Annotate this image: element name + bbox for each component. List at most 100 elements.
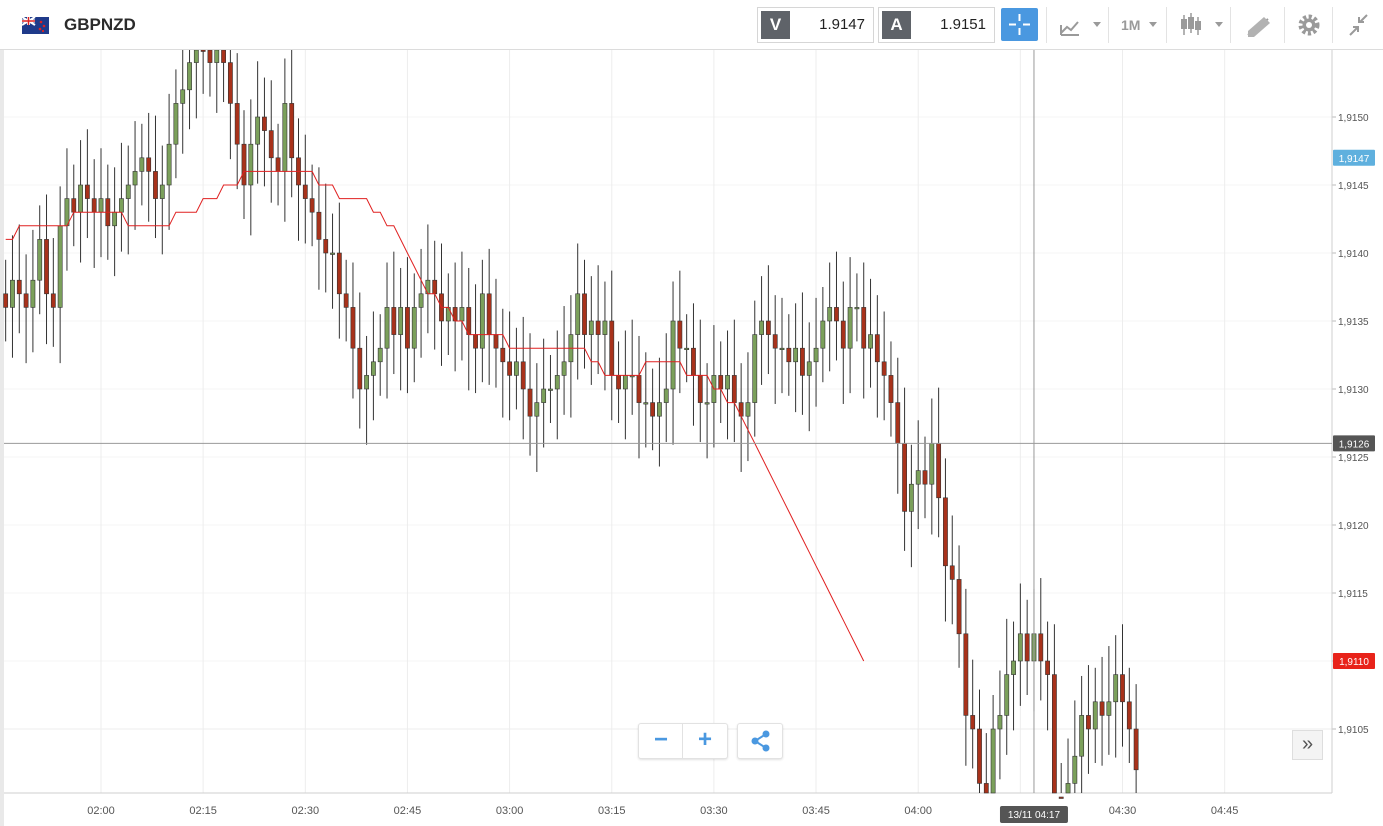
x-tick-label: 04:45	[1211, 805, 1239, 817]
sell-button[interactable]: V 1.9147	[757, 7, 874, 43]
y-tick-label: 1,9115	[1338, 589, 1368, 600]
bear-candle	[881, 361, 887, 376]
y-tick-label: 1,9150	[1338, 113, 1369, 124]
bear-candle	[1058, 796, 1064, 799]
bear-candle	[493, 334, 499, 349]
bear-candle	[323, 239, 329, 254]
bear-candle	[16, 279, 22, 295]
bear-candle	[650, 402, 656, 417]
bear-candle	[234, 103, 240, 145]
bear-candle	[432, 279, 438, 295]
bear-candle	[677, 320, 683, 349]
chart-type-button[interactable]	[1046, 7, 1108, 43]
bull-candle	[541, 388, 547, 403]
bear-candle	[486, 293, 492, 335]
bear-candle	[718, 375, 724, 390]
scroll-to-end-button[interactable]: »	[1292, 730, 1323, 760]
buy-label: A	[882, 11, 911, 39]
zoom-in-button[interactable]: +	[697, 726, 712, 753]
bull-candle	[643, 402, 649, 405]
bull-candle	[684, 347, 690, 351]
draw-button[interactable]	[1230, 7, 1284, 43]
bull-candle	[820, 320, 826, 349]
bear-candle	[840, 320, 846, 349]
chart-type-icon	[1060, 21, 1079, 36]
bull-candle	[418, 293, 424, 308]
chevron-down-icon	[1215, 22, 1223, 27]
bull-candle	[1004, 674, 1010, 716]
x-tick-label: 02:00	[87, 805, 115, 817]
bull-candle	[119, 198, 124, 213]
bear-candle	[834, 307, 839, 322]
bear-candle	[466, 307, 472, 335]
bear-candle	[1052, 674, 1057, 794]
collapse-button[interactable]	[1332, 7, 1383, 43]
bull-candle	[398, 307, 404, 335]
toolbar: GBPNZD V 1.9147 A 1.9151 1M	[0, 0, 1383, 50]
moving-average-line	[5, 170, 865, 662]
bull-candle	[793, 347, 799, 363]
bear-candle	[262, 116, 267, 131]
bull-candle	[622, 375, 628, 390]
bull-candle	[670, 320, 676, 390]
bear-candle	[391, 307, 397, 335]
bull-candle	[704, 402, 710, 405]
bull-candle	[868, 334, 873, 349]
candles-button[interactable]	[1166, 7, 1230, 43]
bull-candle	[132, 171, 138, 186]
bull-candle	[554, 375, 560, 390]
bear-candle	[507, 361, 512, 376]
x-tick-label: 03:15	[598, 805, 626, 817]
bear-candle	[861, 307, 867, 349]
settings-button[interactable]	[1284, 7, 1332, 43]
y-tick-label: 1,9140	[1338, 249, 1369, 260]
x-tick-label: 02:30	[292, 805, 320, 817]
bear-candle	[1038, 633, 1044, 662]
bull-candle	[1079, 715, 1085, 757]
bull-candle	[1092, 701, 1098, 730]
x-tick-label: 03:00	[496, 805, 524, 817]
bull-candle	[1017, 633, 1023, 662]
bear-candle	[473, 334, 478, 349]
bear-candle	[275, 157, 281, 172]
buy-button[interactable]: A 1.9151	[878, 7, 995, 43]
y-tick-label: 1,9105	[1338, 725, 1369, 736]
crosshair-price-tag-bg	[1333, 435, 1375, 452]
bid-price-tag: 1,9147	[1339, 154, 1370, 165]
bull-candle	[779, 347, 785, 351]
bull-candle	[813, 347, 819, 363]
bear-candle	[44, 239, 49, 295]
bull-candle	[384, 307, 390, 349]
chevron-down-icon	[1093, 22, 1101, 27]
bear-candle	[765, 320, 771, 335]
bear-candle	[357, 347, 363, 390]
bull-candle	[98, 198, 104, 213]
bear-candle	[91, 198, 97, 213]
bear-candle	[786, 347, 792, 363]
bull-candle	[64, 198, 70, 227]
zoom-controls: − +	[638, 723, 728, 759]
share-button[interactable]	[737, 723, 783, 759]
divider	[682, 724, 683, 758]
left-edge	[0, 0, 4, 826]
bear-candle	[888, 375, 894, 403]
timeframe-button[interactable]	[1108, 7, 1166, 43]
bull-candle	[854, 307, 860, 310]
bull-candle	[255, 116, 261, 145]
bull-candle	[37, 239, 43, 281]
bear-candle	[309, 198, 315, 213]
bull-candle	[30, 279, 36, 308]
bear-candle	[874, 334, 880, 363]
x-tick-label: 04:30	[1109, 805, 1137, 817]
x-tick-label: 02:45	[394, 805, 422, 817]
bear-candle	[1133, 728, 1139, 771]
bear-candle	[268, 130, 274, 159]
bull-candle	[282, 103, 288, 172]
bull-candle	[1113, 674, 1119, 703]
candlestick-chart[interactable]: 1,9150 1,9145 1,9140 1,9135 1,9130 1,9125 1,91…	[0, 50, 1383, 826]
crosshair-button[interactable]	[1001, 8, 1038, 41]
zoom-out-button[interactable]: −	[653, 726, 668, 753]
x-tick-label: 02:15	[189, 805, 217, 817]
bear-candle	[221, 50, 226, 63]
bull-candle	[745, 402, 751, 417]
